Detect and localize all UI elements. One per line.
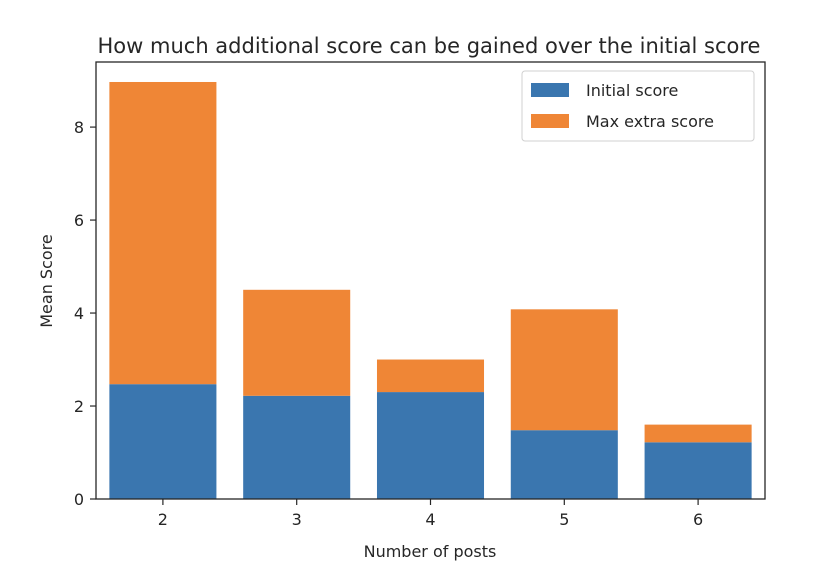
legend: Initial score Max extra score: [521, 70, 755, 142]
y-tick-label: 6: [74, 211, 84, 230]
x-tick-label: 4: [425, 510, 435, 529]
y-tick-label: 8: [74, 118, 84, 137]
bar-max-extra-score-2: [109, 81, 217, 385]
bar-max-extra-score-6: [644, 424, 752, 443]
bars-layer: [109, 81, 752, 499]
x-tick-label: 2: [158, 510, 168, 529]
legend-swatch-initial-score: [531, 83, 569, 97]
x-axis-label: Number of posts: [364, 542, 497, 561]
chart-title: How much additional score can be gained …: [98, 34, 761, 58]
x-tick-label: 6: [693, 510, 703, 529]
x-tick-label: 5: [559, 510, 569, 529]
bar-initial-score-3: [243, 395, 351, 499]
y-tick-label: 4: [74, 304, 84, 323]
bar-initial-score-2: [109, 384, 217, 499]
bar-max-extra-score-3: [243, 289, 351, 396]
legend-label-max-extra-score: Max extra score: [586, 112, 714, 131]
legend-box: [521, 70, 755, 142]
bar-initial-score-4: [376, 392, 485, 499]
legend-label-initial-score: Initial score: [586, 81, 678, 100]
legend-swatch-max-extra-score: [531, 114, 569, 128]
y-axis: 0 2 4 6 8: [74, 118, 96, 509]
bar-initial-score-6: [644, 442, 752, 499]
y-tick-label: 0: [74, 490, 84, 509]
x-tick-label: 3: [292, 510, 302, 529]
y-axis-label: Mean Score: [37, 234, 56, 328]
bar-max-extra-score-5: [510, 309, 618, 431]
x-axis: 2 3 4 5 6: [158, 499, 703, 529]
y-tick-label: 2: [74, 397, 84, 416]
bar-initial-score-5: [510, 430, 618, 499]
bar-max-extra-score-4: [376, 359, 485, 393]
